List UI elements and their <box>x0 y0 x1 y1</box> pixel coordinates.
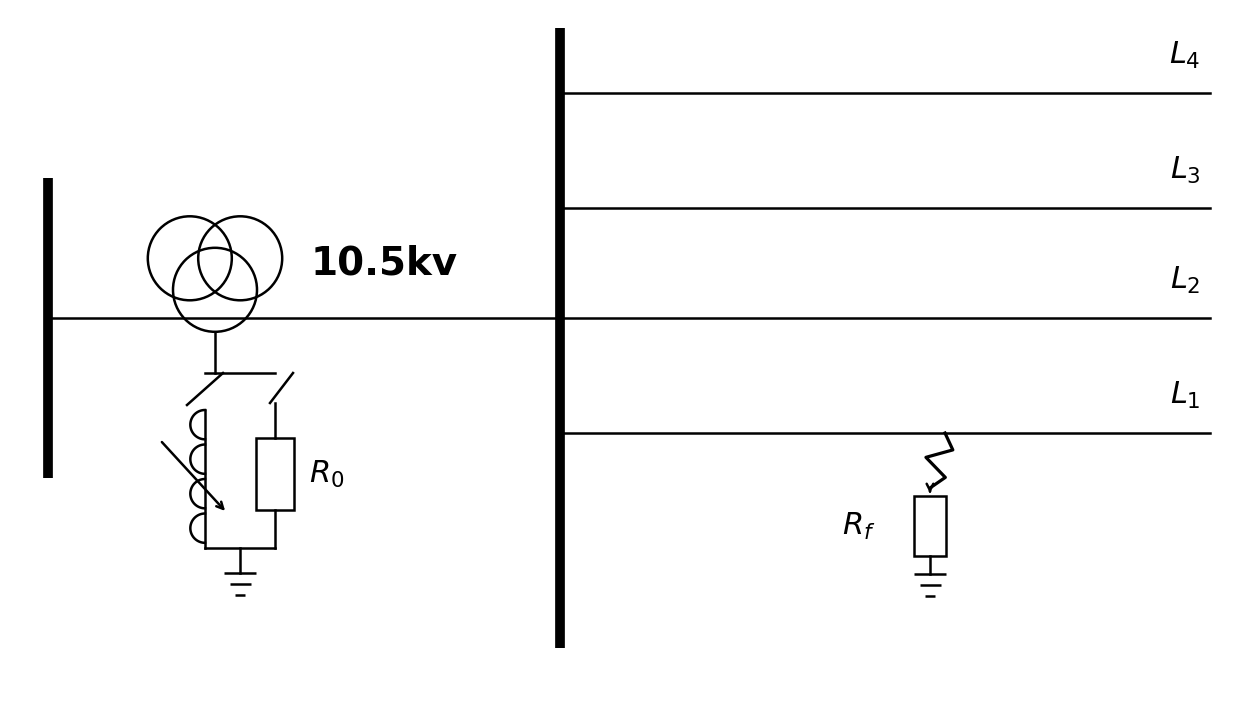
Text: $L_2$: $L_2$ <box>1170 264 1201 296</box>
Text: 10.5kv: 10.5kv <box>311 244 457 282</box>
Text: $R_f$: $R_f$ <box>843 510 876 542</box>
Text: $R_0$: $R_0$ <box>309 459 344 489</box>
Text: $L_4$: $L_4$ <box>1170 39 1201 71</box>
Bar <box>914 496 947 556</box>
Text: $L_3$: $L_3$ <box>1170 154 1201 186</box>
Text: $L_1$: $L_1$ <box>1170 379 1201 411</box>
Bar <box>256 438 294 510</box>
